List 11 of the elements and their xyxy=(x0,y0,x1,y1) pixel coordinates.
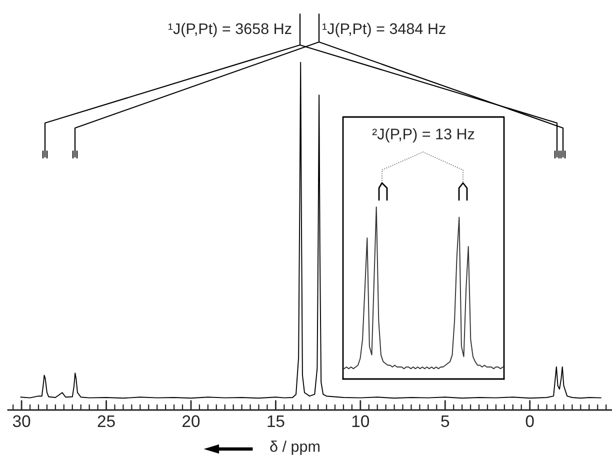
x-tick-label: 30 xyxy=(12,415,30,428)
x-tick-label: 5 xyxy=(441,415,450,428)
x-tick-label: 0 xyxy=(526,415,534,428)
x-tick-label: 15 xyxy=(268,415,284,428)
x-tick-label: 10 xyxy=(352,415,370,428)
text: ¹J(P,Pt) = 3484 Hz xyxy=(322,22,446,38)
annotation: ²J(P,P) = 13 Hz xyxy=(372,128,474,142)
text: ¹J(P,Pt) = 3658 Hz xyxy=(168,22,292,38)
x-tick-label: 25 xyxy=(98,415,115,428)
x-tick-label: 20 xyxy=(182,415,200,428)
x-axis-title: δ / ppm xyxy=(270,440,320,455)
